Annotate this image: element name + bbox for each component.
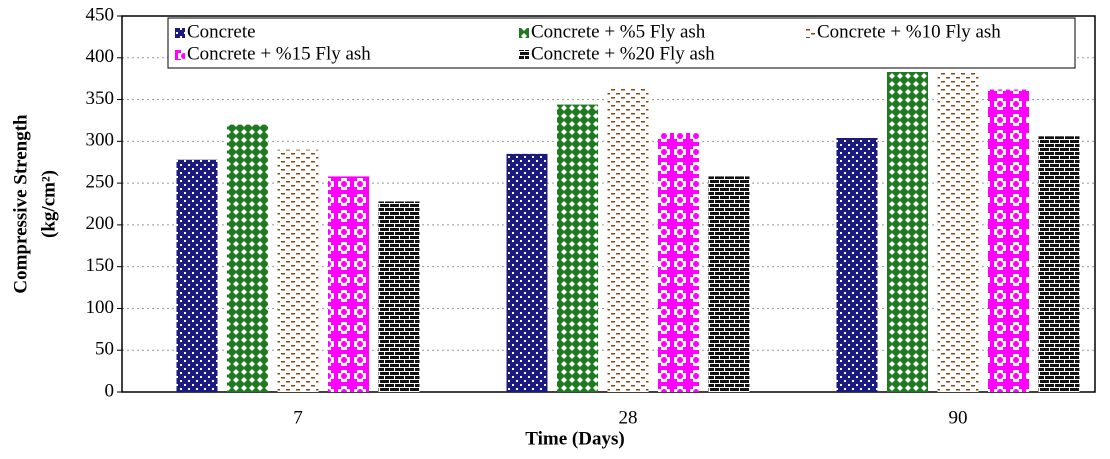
legend-label: Concrete + %15 Fly ash	[187, 43, 371, 64]
bar	[328, 176, 369, 392]
y-tick-label: 100	[86, 297, 115, 318]
legend-swatch	[175, 50, 185, 60]
bar	[658, 132, 699, 392]
y-tick-label: 300	[86, 130, 115, 151]
bar	[506, 153, 548, 392]
y-tick-label: 400	[86, 46, 115, 67]
legend-swatch	[519, 50, 529, 60]
x-tick-label: 7	[293, 407, 303, 428]
y-tick-label: 50	[95, 339, 114, 360]
legend-label: Concrete + %10 Fly ash	[817, 21, 1001, 42]
legend-label: Concrete + %20 Fly ash	[531, 43, 715, 64]
y-tick-label: 200	[86, 213, 115, 234]
bar	[887, 71, 928, 392]
bar	[176, 159, 218, 392]
legend-swatch	[175, 28, 185, 38]
legend-label: Concrete	[187, 21, 256, 42]
legend-label: Concrete + %5 Fly ash	[531, 21, 706, 42]
y-tick-label: 450	[86, 4, 115, 25]
x-tick-label: 90	[949, 407, 968, 428]
x-axis-title: Time (Days)	[525, 428, 624, 449]
bar	[1038, 136, 1080, 392]
bar	[557, 104, 598, 393]
y-tick-label: 350	[86, 88, 115, 109]
bar	[708, 176, 750, 392]
y-axis-title: Compressive Strength	[10, 114, 31, 294]
y-tick-label: 150	[86, 255, 115, 276]
bar	[277, 149, 319, 392]
bar	[607, 88, 649, 393]
legend-box	[167, 17, 1076, 69]
bar	[836, 137, 878, 392]
legend-swatch	[519, 28, 529, 38]
bar	[937, 71, 979, 392]
bar	[378, 201, 420, 392]
bar	[227, 124, 268, 392]
legend-swatch	[805, 28, 815, 38]
bar	[988, 89, 1029, 392]
x-tick-label: 28	[619, 407, 638, 428]
y-tick-label: 0	[105, 380, 115, 401]
y-tick-label: 250	[86, 171, 115, 192]
y-axis-title: (kg/cm²)	[38, 170, 59, 238]
